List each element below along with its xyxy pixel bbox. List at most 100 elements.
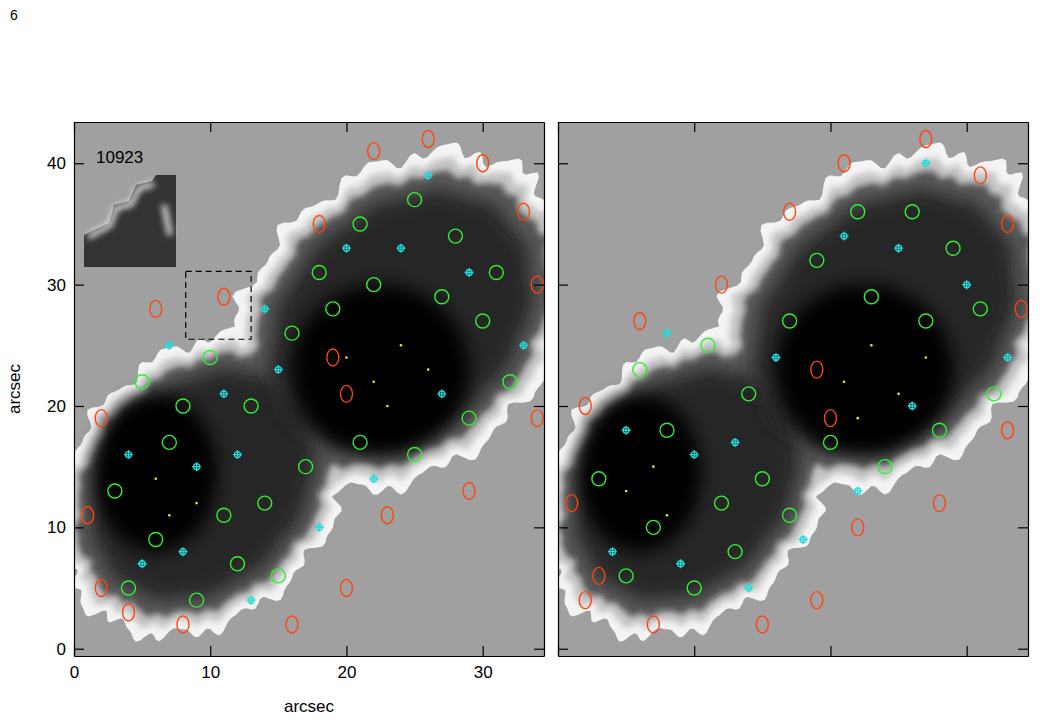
feature-ellipse bbox=[824, 410, 836, 427]
tick bbox=[967, 646, 968, 656]
feature-circle bbox=[701, 338, 715, 352]
tick-label: 10 bbox=[47, 518, 66, 537]
feature-dot bbox=[666, 514, 669, 517]
feature-circle bbox=[783, 314, 797, 328]
feature-plus bbox=[921, 159, 930, 168]
feature-ellipse bbox=[784, 203, 796, 220]
tick-mark bbox=[1018, 285, 1028, 286]
tick bbox=[967, 122, 968, 132]
feature-plus bbox=[437, 389, 446, 398]
feature-dot bbox=[195, 502, 198, 505]
tick: 20 bbox=[47, 397, 84, 416]
tick-mark bbox=[74, 649, 84, 650]
feature-ellipse bbox=[313, 215, 325, 232]
tick bbox=[830, 122, 831, 132]
tick-mark bbox=[830, 122, 831, 132]
tick-mark bbox=[694, 122, 695, 132]
tick-mark bbox=[558, 163, 568, 164]
tick: 40 bbox=[47, 154, 84, 173]
feature-plus bbox=[165, 341, 174, 350]
tick-mark bbox=[74, 527, 84, 528]
tick-mark bbox=[967, 646, 968, 656]
feature-plus bbox=[233, 450, 242, 459]
feature-ellipse bbox=[756, 616, 768, 633]
feature-circle bbox=[476, 314, 490, 328]
tick-mark bbox=[534, 406, 544, 407]
feature-plus bbox=[840, 232, 849, 241]
feature-dot bbox=[168, 514, 171, 517]
feature-ellipse bbox=[811, 592, 823, 609]
feature-circle bbox=[660, 423, 674, 437]
feature-plus bbox=[799, 535, 808, 544]
feature-circle bbox=[448, 229, 462, 243]
feature-dot bbox=[154, 478, 157, 481]
tick-mark bbox=[74, 285, 84, 286]
feature-circle bbox=[489, 265, 503, 279]
feature-ellipse bbox=[327, 349, 339, 366]
sunspot-image bbox=[74, 122, 544, 656]
feature-circle bbox=[714, 496, 728, 510]
feature-circle bbox=[162, 435, 176, 449]
tick-label: 0 bbox=[70, 663, 79, 682]
axis-line bbox=[544, 123, 545, 657]
tick-mark bbox=[210, 646, 211, 656]
tick bbox=[830, 646, 831, 656]
feature-circle bbox=[353, 217, 367, 231]
background bbox=[74, 122, 544, 656]
axis-line bbox=[74, 123, 75, 657]
feature-circle bbox=[121, 581, 135, 595]
feature-circle bbox=[755, 472, 769, 486]
tick: 30 bbox=[47, 276, 84, 295]
feature-ellipse bbox=[286, 616, 298, 633]
feature-plus bbox=[690, 450, 699, 459]
axis: 010203040 bbox=[47, 123, 84, 659]
feature-ellipse bbox=[566, 495, 578, 512]
umbra bbox=[94, 394, 217, 552]
umbra bbox=[578, 394, 701, 552]
axis bbox=[559, 646, 1029, 657]
inset-background bbox=[84, 175, 176, 267]
tick: 10 bbox=[201, 646, 220, 682]
axis-line bbox=[559, 656, 1029, 657]
feature-circle bbox=[633, 363, 647, 377]
feature-plus bbox=[124, 450, 133, 459]
feature-plus bbox=[771, 353, 780, 362]
feature-circle bbox=[367, 278, 381, 292]
sunspot-image bbox=[558, 122, 1028, 656]
feature-circle bbox=[619, 569, 633, 583]
feature-plus bbox=[608, 547, 617, 556]
y-axis-title: arcsec bbox=[5, 363, 24, 414]
axis bbox=[534, 123, 545, 657]
feature-circle bbox=[203, 350, 217, 364]
feature-dot bbox=[925, 356, 928, 359]
feature-plus bbox=[247, 596, 256, 605]
axis bbox=[558, 123, 568, 657]
feature-dot bbox=[652, 465, 655, 468]
feature-ellipse bbox=[340, 385, 352, 402]
feature-ellipse bbox=[593, 567, 605, 584]
feature-plus bbox=[342, 244, 351, 253]
feature-circle bbox=[299, 460, 313, 474]
tick-mark bbox=[74, 406, 84, 407]
feature-ellipse bbox=[177, 616, 189, 633]
feature-circle bbox=[687, 581, 701, 595]
feature-circle bbox=[408, 193, 422, 207]
feature-ellipse bbox=[463, 482, 475, 499]
feature-plus bbox=[1003, 353, 1012, 362]
zoom-box bbox=[186, 271, 251, 339]
tick-label: 20 bbox=[47, 397, 66, 416]
features bbox=[82, 130, 544, 632]
panel bbox=[535, 122, 1044, 657]
tick bbox=[558, 406, 568, 407]
feature-ellipse bbox=[122, 604, 134, 621]
tick-mark bbox=[1018, 163, 1028, 164]
feature-plus bbox=[138, 559, 147, 568]
feature-ellipse bbox=[647, 616, 659, 633]
feature-circle bbox=[190, 593, 204, 607]
axis: 0102030 bbox=[70, 646, 545, 682]
tick-mark bbox=[534, 285, 544, 286]
tick bbox=[1018, 406, 1028, 407]
feature-plus bbox=[260, 304, 269, 313]
feature-dot bbox=[427, 368, 430, 371]
feature-dot bbox=[870, 344, 873, 347]
